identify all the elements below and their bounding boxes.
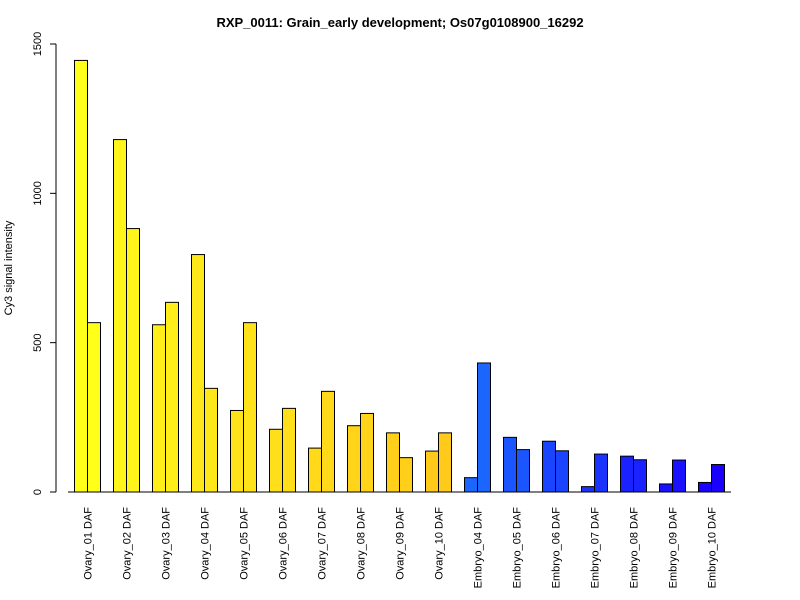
bar — [243, 322, 257, 493]
bar — [152, 324, 166, 493]
bar — [282, 407, 296, 493]
bar — [230, 409, 244, 493]
chart-title: RXP_0011: Grain_early development; Os07g… — [216, 15, 583, 30]
bar — [464, 477, 478, 493]
y-tick-label: 0 — [32, 489, 44, 495]
x-tick-label: Ovary_03 DAF — [161, 507, 173, 580]
bar — [347, 425, 361, 493]
bar — [672, 459, 686, 493]
x-tick-label: Embryo_06 DAF — [551, 507, 563, 589]
bar — [74, 59, 88, 493]
x-tick-label: Embryo_04 DAF — [473, 507, 485, 589]
bar — [425, 450, 439, 493]
bar — [542, 440, 556, 493]
x-tick-label: Ovary_06 DAF — [278, 507, 290, 580]
bar — [633, 459, 647, 493]
x-tick-label: Ovary_09 DAF — [395, 507, 407, 580]
y-tick-label: 1500 — [32, 32, 44, 56]
x-tick-label: Ovary_05 DAF — [239, 507, 251, 580]
bar — [711, 464, 725, 493]
bar — [165, 301, 179, 493]
x-tick-label: Ovary_04 DAF — [200, 507, 212, 580]
x-tick-label: Ovary_10 DAF — [434, 507, 446, 580]
x-tick-label: Embryo_10 DAF — [707, 507, 719, 589]
x-tick-label: Embryo_09 DAF — [668, 507, 680, 589]
bar — [555, 450, 569, 493]
bar — [698, 481, 712, 493]
bar — [477, 362, 491, 493]
bar — [620, 455, 634, 493]
bar — [594, 453, 608, 493]
bar — [204, 387, 218, 493]
bars-group — [74, 59, 725, 493]
x-tick-label: Embryo_07 DAF — [590, 507, 602, 589]
bar — [386, 432, 400, 493]
x-tick-label: Embryo_08 DAF — [629, 507, 641, 589]
bar — [87, 322, 101, 493]
y-axis: 0 500 1000 1500 — [32, 32, 57, 495]
x-tick-label: Ovary_07 DAF — [317, 507, 329, 580]
bar — [308, 447, 322, 493]
bar — [321, 390, 335, 493]
category-labels: Ovary_01 DAF Ovary_02 DAF Ovary_03 DAF Ovar… — [83, 507, 719, 589]
bar — [269, 428, 283, 493]
x-tick-label: Embryo_05 DAF — [512, 507, 524, 589]
bar — [399, 457, 413, 493]
bar — [113, 139, 127, 493]
bar — [360, 412, 374, 493]
y-tick-label: 500 — [32, 333, 44, 351]
y-axis-label: Cy3 signal intensity — [3, 220, 15, 315]
bar — [126, 228, 140, 493]
x-tick-label: Ovary_02 DAF — [122, 507, 134, 580]
x-tick-label: Ovary_08 DAF — [356, 507, 368, 580]
y-tick-label: 1000 — [32, 181, 44, 205]
bar — [516, 449, 530, 493]
bar — [503, 436, 517, 493]
bar — [191, 254, 205, 493]
bar — [438, 432, 452, 493]
x-tick-label: Ovary_01 DAF — [83, 507, 95, 580]
bar — [581, 486, 595, 493]
bar — [659, 483, 673, 493]
